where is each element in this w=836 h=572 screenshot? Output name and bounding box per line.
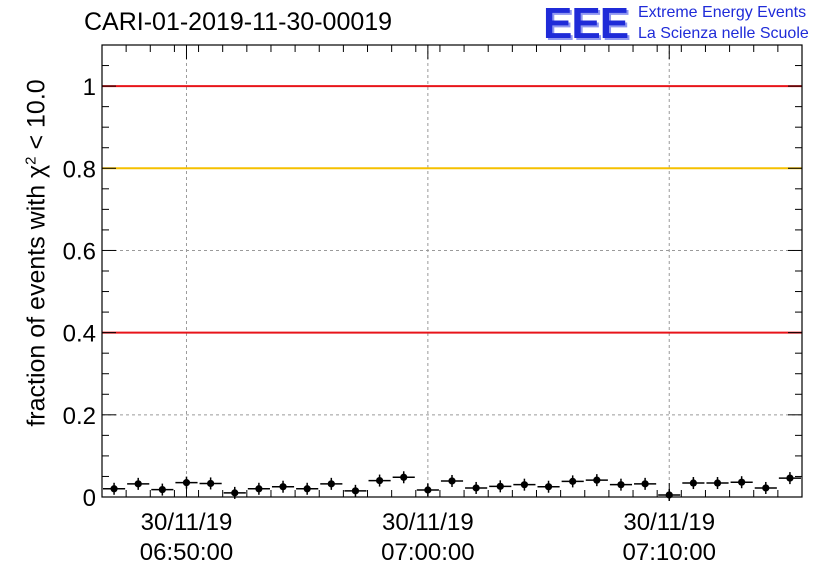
data-point	[231, 489, 239, 497]
data-point	[786, 474, 794, 482]
data-point	[762, 484, 770, 492]
eee-logo: EEE Extreme Energy Events La Scienza nel…	[543, 2, 833, 46]
data-point	[472, 484, 480, 492]
data-point	[569, 477, 577, 485]
x-tick-date: 30/11/19	[141, 509, 233, 536]
y-tick-label: 0.8	[63, 156, 96, 183]
data-point	[110, 485, 118, 493]
data-point	[400, 473, 408, 481]
data-point	[134, 480, 142, 488]
y-tick-label: 0.6	[63, 238, 96, 265]
data-point	[303, 485, 311, 493]
x-tick-date: 30/11/19	[623, 509, 715, 536]
x-tick-time: 06:50:00	[140, 539, 233, 566]
y-tick-label: 0.4	[63, 321, 96, 348]
data-point	[689, 479, 697, 487]
x-tick-time: 07:00:00	[381, 539, 474, 566]
data-point	[544, 483, 553, 491]
y-tick-label: 1	[83, 74, 96, 101]
data-point	[375, 476, 384, 485]
plot-frame	[101, 44, 803, 498]
data-point	[424, 486, 432, 494]
y-tick-label: 0	[83, 485, 96, 512]
data-point	[641, 480, 649, 488]
data-point	[158, 486, 166, 494]
data-point	[448, 477, 456, 485]
data-point	[593, 476, 601, 484]
data-point	[207, 479, 215, 488]
data-point	[351, 487, 360, 495]
data-point	[520, 481, 529, 489]
data-point	[327, 480, 335, 488]
data-point	[182, 479, 191, 487]
data-point	[617, 481, 625, 489]
data-point	[255, 485, 263, 493]
data-point	[738, 478, 746, 486]
data-point	[713, 479, 722, 487]
logo-mark: EEE	[543, 0, 629, 48]
x-tick-date: 30/11/19	[382, 509, 474, 536]
x-tick-time: 07:10:00	[623, 539, 716, 566]
chart-title: CARI-01-2019-11-30-00019	[84, 8, 393, 36]
y-tick-label: 0.2	[63, 403, 96, 430]
logo-line-2: La Scienza nelle Scuole	[638, 25, 809, 42]
data-point	[279, 483, 287, 491]
data-point	[496, 482, 504, 490]
logo-line-1: Extreme Energy Events	[638, 4, 807, 21]
